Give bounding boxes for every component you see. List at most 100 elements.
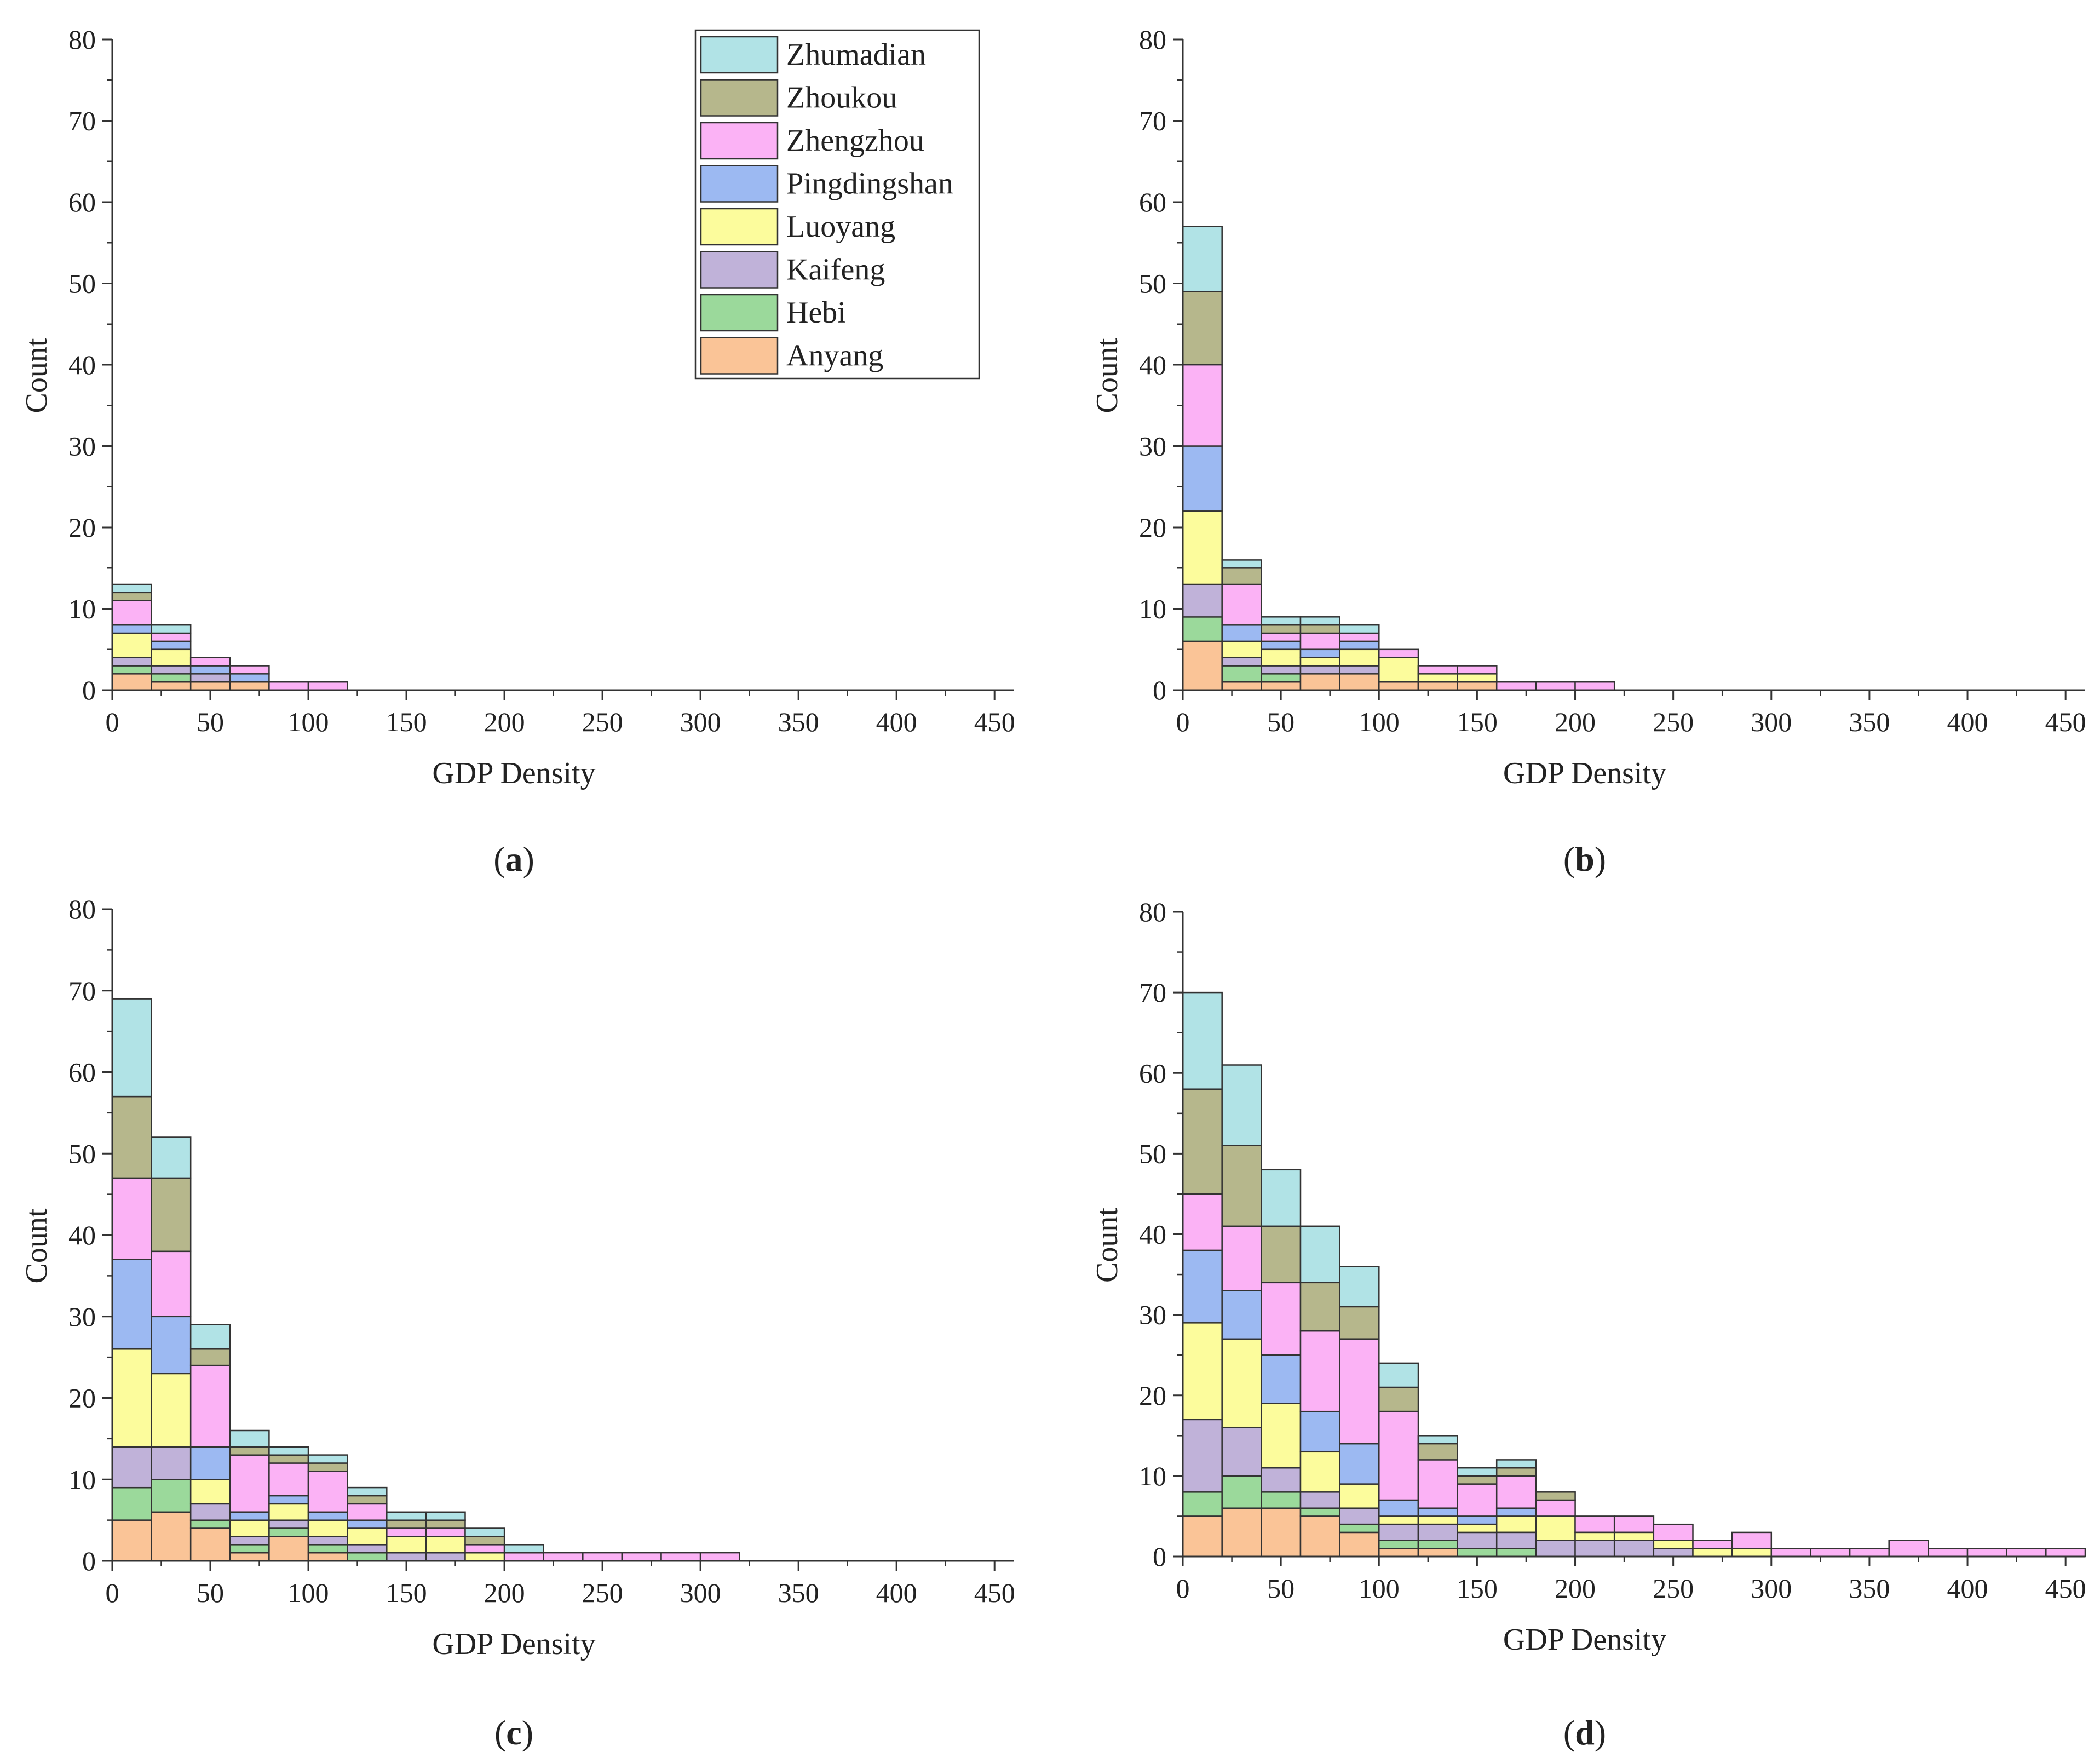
bar-segment-zhengzhou bbox=[1770, 1548, 1811, 1558]
bar-segment-zhengzhou bbox=[307, 1471, 348, 1513]
y-tick-label: 20 bbox=[1139, 1380, 1166, 1411]
y-tick-label: 10 bbox=[1139, 1461, 1166, 1491]
bar-segment-pingdingshan bbox=[1299, 1410, 1340, 1453]
bar-segment-zhengzhou bbox=[1417, 665, 1458, 675]
y-tick-label: 0 bbox=[1153, 1541, 1166, 1572]
bar-segment-luoyang bbox=[1182, 1322, 1223, 1421]
x-tick-label: 300 bbox=[1751, 707, 1792, 737]
legend-label-anyang: Anyang bbox=[786, 339, 883, 373]
bar-segment-zhengzhou bbox=[1339, 1338, 1380, 1445]
bar-segment-luoyang bbox=[1221, 1338, 1262, 1428]
bar-segment-zhengzhou bbox=[1495, 1475, 1537, 1509]
x-tick-label: 400 bbox=[1947, 1573, 1988, 1604]
bar-segment-luoyang bbox=[111, 632, 152, 658]
bar-segment-zhengzhou bbox=[2045, 1548, 2086, 1558]
legend-swatch-zhoukou bbox=[700, 79, 779, 117]
bar-segment-zhumadian bbox=[1261, 616, 1302, 626]
bar-segment-zhumadian bbox=[111, 583, 152, 594]
x-tick-label: 250 bbox=[582, 1577, 623, 1608]
bar-segment-zhumadian bbox=[1339, 624, 1380, 634]
bar-segment-zhumadian bbox=[1261, 1169, 1302, 1227]
bar-segment-pingdingshan bbox=[307, 1511, 348, 1521]
bar-segment-hebi bbox=[1221, 665, 1262, 683]
bar-segment-zhoukou bbox=[111, 1095, 152, 1179]
bar-segment-hebi bbox=[1221, 1475, 1262, 1509]
x-tick-label: 150 bbox=[1457, 707, 1498, 737]
legend-label-zhumadian: Zhumadian bbox=[786, 38, 926, 72]
bar-segment-zhoukou bbox=[347, 1495, 388, 1505]
legend-swatch-hebi bbox=[700, 294, 779, 332]
bar-segment-anyang bbox=[1221, 1507, 1262, 1558]
panel-label: (d) bbox=[1563, 1713, 1606, 1752]
bar-segment-luoyang bbox=[1261, 648, 1302, 667]
bar-segment-zhengzhou bbox=[386, 1527, 427, 1537]
bar-segment-zhengzhou bbox=[1261, 1282, 1302, 1356]
bar-segment-zhengzhou bbox=[1182, 364, 1223, 447]
bar-segment-kaifeng bbox=[1182, 1419, 1223, 1493]
y-tick-label: 60 bbox=[1139, 1058, 1166, 1088]
y-tick-label: 50 bbox=[1139, 268, 1166, 299]
x-tick-label: 300 bbox=[680, 1577, 721, 1608]
bar-segment-pingdingshan bbox=[1339, 640, 1380, 650]
x-tick-label: 150 bbox=[386, 707, 427, 737]
bar-segment-luoyang bbox=[151, 648, 192, 667]
bar-segment-zhoukou bbox=[1417, 1443, 1458, 1461]
bar-segment-zhengzhou bbox=[1339, 632, 1380, 642]
panel-label: (b) bbox=[1563, 840, 1606, 878]
bar-segment-zhengzhou bbox=[189, 1364, 231, 1448]
x-tick-label: 400 bbox=[876, 707, 917, 737]
bar-segment-hebi bbox=[1182, 616, 1223, 642]
bar-segment-zhumadian bbox=[189, 1324, 231, 1350]
bar-segment-zhoukou bbox=[386, 1519, 427, 1529]
bar-segment-luoyang bbox=[307, 1519, 348, 1537]
panel-d: 0 10 20 30 40 50 60 70 80 0 50 100 150 200 250 300 350 40… bbox=[1090, 897, 2086, 1752]
bar-segment-zhumadian bbox=[347, 1486, 388, 1497]
bar-segment-kaifeng bbox=[347, 1544, 388, 1554]
bar-segment-pingdingshan bbox=[1299, 648, 1340, 658]
bar-segment-zhengzhou bbox=[307, 681, 348, 691]
bar-segment-kaifeng bbox=[1182, 583, 1223, 618]
x-tick-label: 50 bbox=[197, 707, 224, 737]
legend-label-luoyang: Luoyang bbox=[786, 210, 895, 244]
x-axis-title: GDP Density bbox=[1503, 1623, 1666, 1657]
bar-segment-zhengzhou bbox=[1457, 1483, 1498, 1517]
y-tick-label: 0 bbox=[82, 675, 96, 705]
x-tick-label: 400 bbox=[876, 1577, 917, 1608]
x-axis-title: GDP Density bbox=[432, 1627, 595, 1661]
bar-segment-zhengzhou bbox=[151, 632, 192, 642]
bar-segment-hebi bbox=[1261, 1491, 1302, 1509]
bar-segment-hebi bbox=[189, 1519, 231, 1529]
x-tick-label: 200 bbox=[484, 707, 525, 737]
bar-segment-hebi bbox=[347, 1552, 388, 1562]
y-tick-label: 40 bbox=[68, 349, 96, 380]
x-tick-label: 350 bbox=[1849, 707, 1890, 737]
bar-segment-luoyang bbox=[1299, 1451, 1340, 1493]
bar-segment-zhengzhou bbox=[268, 1462, 309, 1497]
bar-segment-zhengzhou bbox=[268, 681, 309, 691]
bar-segment-luoyang bbox=[229, 1519, 270, 1537]
x-tick-label: 450 bbox=[974, 1577, 1015, 1608]
bar-segment-anyang bbox=[1299, 673, 1340, 691]
y-tick-label: 80 bbox=[1139, 24, 1166, 55]
bar-segment-zhumadian bbox=[386, 1511, 427, 1521]
bar-segment-hebi bbox=[151, 673, 192, 683]
y-axis-title: Count bbox=[20, 338, 54, 413]
x-tick-label: 250 bbox=[1653, 707, 1694, 737]
bar-segment-zhengzhou bbox=[1495, 681, 1537, 691]
y-axis-title: Count bbox=[1090, 338, 1124, 413]
x-tick-label: 450 bbox=[2045, 707, 2086, 737]
bar-segment-zhumadian bbox=[1299, 1225, 1340, 1284]
bar-segment-zhoukou bbox=[1339, 1306, 1380, 1340]
bar-segment-kaifeng bbox=[1221, 1427, 1262, 1477]
x-tick-label: 150 bbox=[386, 1577, 427, 1608]
legend: Zhumadian Zhoukou Zhengzhou Pingdingshan Luo… bbox=[694, 29, 980, 380]
y-axis-title: Count bbox=[1090, 1208, 1124, 1283]
bar-segment-anyang bbox=[151, 1511, 192, 1562]
bar-segment-kaifeng bbox=[1653, 1548, 1694, 1558]
bar-segment-anyang bbox=[1182, 1515, 1223, 1558]
bar-segment-anyang bbox=[268, 1536, 309, 1562]
bar-segment-luoyang bbox=[268, 1503, 309, 1521]
bar-segment-zhengzhou bbox=[1261, 632, 1302, 642]
bar-segment-kaifeng bbox=[1261, 1467, 1302, 1493]
bar-segment-zhoukou bbox=[151, 1177, 192, 1253]
